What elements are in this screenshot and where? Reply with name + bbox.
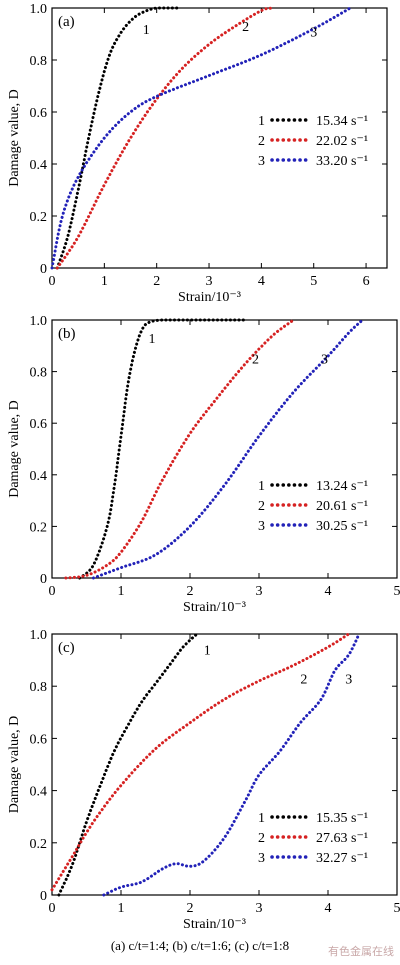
plot-frame [51,319,398,579]
panel-label: (a) [58,14,75,30]
series-line-3 [91,318,364,580]
x-axis-label: Strain/10⁻³ [183,917,246,932]
legend-number: 2 [258,831,265,846]
x-tick-label: 0 [49,584,56,599]
curve-label-2: 2 [300,672,307,687]
y-axis-label: Damage value, D [7,716,22,814]
figure-caption: (a) c/t=1:4; (b) c/t=1:6; (c) c/t=1:8 [110,938,290,953]
x-tick-label: 4 [258,274,265,289]
series-line-2 [55,6,274,270]
legend: 1 15.34 s⁻¹ 2 22.02 s⁻¹ 3 33.20 s⁻¹ [258,114,368,169]
y-tick-label: 0.8 [30,54,48,69]
x-tick-label: 5 [394,901,400,916]
x-tick-label: 2 [187,584,194,599]
legend-rate: 33.20 s⁻¹ [316,154,368,169]
y-tick-label: 0 [40,889,47,904]
y-tick-label: 0 [40,262,47,277]
x-axis-label: Strain/10⁻³ [183,600,246,615]
series-line-2 [64,318,295,580]
y-tick-label: 0.2 [30,210,48,225]
y-tick-label: 0.6 [30,106,48,121]
y-tick-label: 0.8 [30,366,48,381]
legend-number: 3 [258,851,265,866]
y-tick-label: 1.0 [30,2,48,17]
x-tick-label: 0 [49,901,56,916]
legend-number: 1 [258,114,265,129]
curve-label-3: 3 [321,353,328,368]
x-tick-label: 4 [325,584,332,599]
y-tick-label: 0.8 [30,680,48,695]
legend-number: 2 [258,499,265,514]
legend-rate: 20.61 s⁻¹ [316,499,368,514]
curve-label-1: 1 [204,644,211,659]
x-tick-label: 3 [256,901,263,916]
y-axis-label: Damage value, D [7,89,22,187]
chart-panel-2: 0 1 2 3 4 5 0 0.2 0.4 0.6 0.8 1.0 Strain/10⁻³ Damage … [7,314,400,615]
legend-number: 3 [258,154,265,169]
legend-rate: 13.24 s⁻¹ [316,479,368,494]
panel-label: (b) [58,326,76,342]
y-tick-label: 0.4 [30,469,48,484]
series-line-1 [55,6,180,270]
watermark: 有色金属在线 [328,945,394,958]
panel-label: (c) [58,640,75,656]
legend-number: 3 [258,519,265,534]
legend-number: 2 [258,134,265,149]
plot-frame [51,633,398,896]
plot-frame [51,7,388,269]
x-tick-label: 0 [49,274,56,289]
x-tick-label: 2 [187,901,194,916]
series-line-3 [102,632,361,897]
curve-label-1: 1 [149,332,156,347]
y-tick-label: 0.6 [30,732,48,747]
x-axis-label: Strain/10⁻³ [178,290,241,305]
series-line-2 [50,632,351,892]
series-line-1 [57,632,199,897]
chart-panel-3: 0 1 2 3 4 5 0 0.2 0.4 0.6 0.8 1.0 Strain/10⁻³ Damage … [7,628,400,932]
x-tick-label: 2 [153,274,160,289]
y-tick-label: 0.4 [30,158,48,173]
x-tick-label: 3 [206,274,213,289]
y-tick-label: 0 [40,572,47,587]
x-tick-label: 5 [394,584,400,599]
x-tick-label: 1 [118,584,125,599]
y-tick-label: 0.4 [30,785,48,800]
series-line-1 [78,318,247,580]
y-axis-label: Damage value, D [7,400,22,498]
x-tick-label: 5 [310,274,317,289]
legend-number: 1 [258,479,265,494]
curve-label-2: 2 [252,353,259,368]
curve-label-1: 1 [143,23,150,38]
legend-rate: 32.27 s⁻¹ [316,851,368,866]
y-tick-label: 0.2 [30,520,48,535]
curve-label-2: 2 [242,20,249,35]
curve-label-3: 3 [345,672,352,687]
y-tick-label: 0.2 [30,837,48,852]
legend-rate: 15.35 s⁻¹ [316,811,368,826]
curve-label-3: 3 [310,25,317,40]
y-tick-label: 1.0 [30,628,48,643]
legend-number: 1 [258,811,265,826]
chart-panel-1: 0 1 2 3 4 5 6 0 0.2 0.4 0.6 0.8 1.0 Strain/10⁻³ Damage… [7,2,388,305]
legend-rate: 27.63 s⁻¹ [316,831,368,846]
legend-rate: 15.34 s⁻¹ [316,114,368,129]
x-tick-label: 1 [101,274,108,289]
x-tick-label: 4 [325,901,332,916]
y-tick-label: 1.0 [30,314,48,329]
legend: 1 13.24 s⁻¹ 2 20.61 s⁻¹ 3 30.25 s⁻¹ [258,479,368,534]
series-line-3 [50,6,352,270]
legend-rate: 22.02 s⁻¹ [316,134,368,149]
legend-rate: 30.25 s⁻¹ [316,519,368,534]
x-tick-label: 6 [363,274,370,289]
y-tick-label: 0.6 [30,417,48,432]
legend: 1 15.35 s⁻¹ 2 27.63 s⁻¹ 3 32.27 s⁻¹ [258,811,368,866]
x-tick-label: 3 [256,584,263,599]
x-tick-label: 1 [118,901,125,916]
